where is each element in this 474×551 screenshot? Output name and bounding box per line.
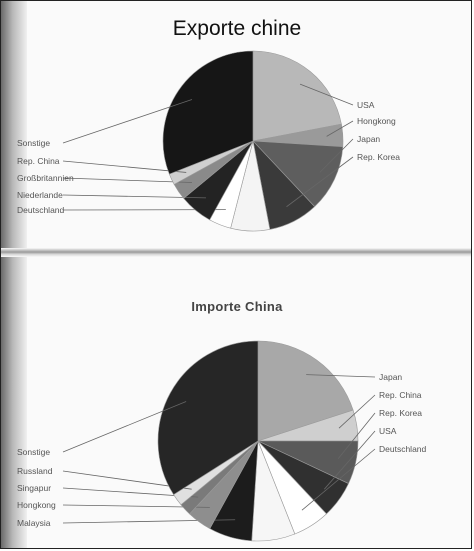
- import-label-sonstige: Sonstige: [17, 447, 50, 457]
- import-label-japan: Japan: [379, 372, 402, 382]
- export-label-rep-korea: Rep. Korea: [357, 152, 400, 162]
- export-pie-chart: USA Hongkong Japan Rep. Korea Deutschland Nie…: [17, 51, 400, 231]
- import-label-rep-china: Rep. China: [379, 390, 422, 400]
- import-label-rep-korea: Rep. Korea: [379, 408, 422, 418]
- import-pie-chart: Japan Rep. China Rep. Korea USA Deutschland M…: [17, 341, 427, 541]
- export-label-japan: Japan: [357, 134, 380, 144]
- export-label-gro-britannien: Großbritannien: [17, 173, 74, 183]
- export-label-hongkong: Hongkong: [357, 116, 396, 126]
- import-label-deutschland: Deutschland: [379, 444, 427, 454]
- import-label-malaysia: Malaysia: [17, 518, 51, 528]
- import-label-singapur: Singapur: [17, 483, 51, 493]
- export-label-deutschland: Deutschland: [17, 205, 65, 215]
- import-label-hongkong: Hongkong: [17, 500, 56, 510]
- import-label-usa: USA: [379, 426, 397, 436]
- import-label-russland: Russland: [17, 466, 53, 476]
- export-label-sonstige: Sonstige: [17, 138, 50, 148]
- export-label-usa: USA: [357, 100, 375, 110]
- export-label-rep-china: Rep. China: [17, 156, 60, 166]
- export-label-niederlande: Niederlande: [17, 190, 63, 200]
